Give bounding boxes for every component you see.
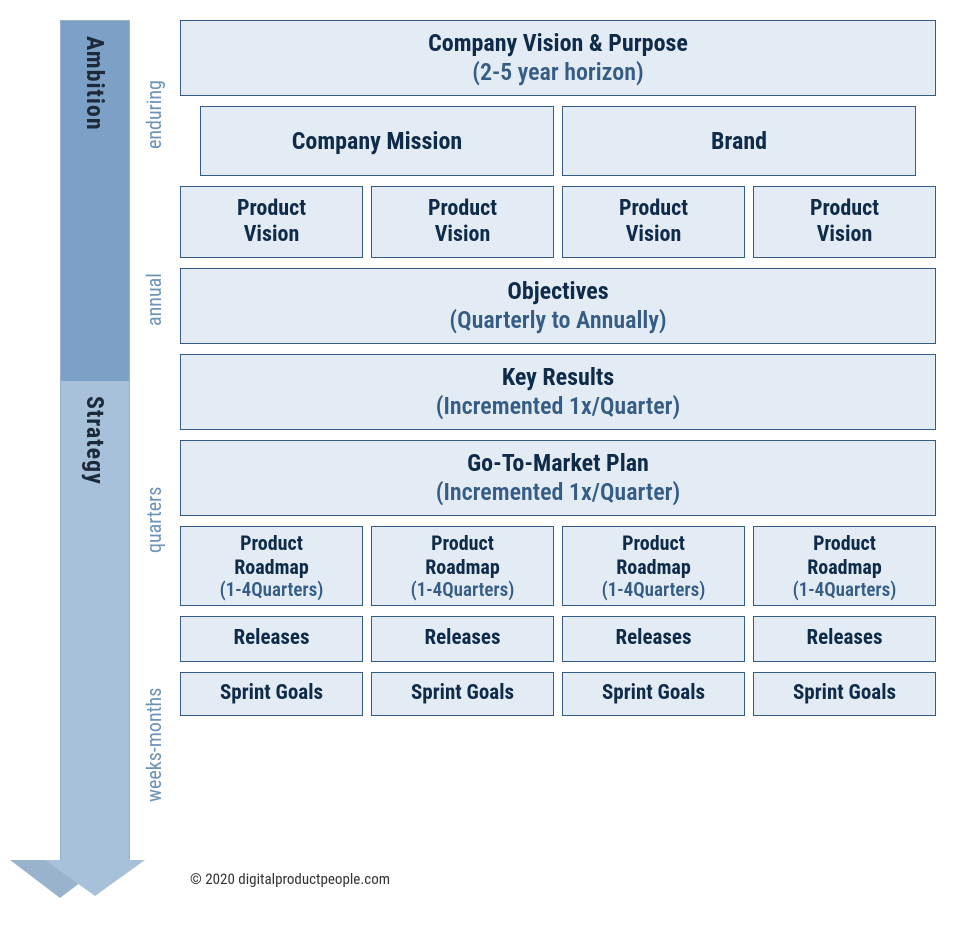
box-releases: Releases [371, 616, 554, 662]
box-product-vision: ProductVision [753, 186, 936, 258]
time-label: weeks-months [142, 645, 166, 845]
box-product-roadmap: ProductRoadmap(1-4Quarters) [180, 526, 363, 606]
box-gtm-plan: Go-To-Market Plan (Incremented 1x/Quarte… [180, 440, 936, 516]
box-releases: Releases [180, 616, 363, 662]
box-releases: Releases [753, 616, 936, 662]
box-product-vision: ProductVision [562, 186, 745, 258]
arrow-label-ambition: Ambition [81, 36, 109, 131]
strategy-grid: Company Vision & Purpose (2-5 year horiz… [180, 20, 936, 716]
time-label: quarters [142, 440, 166, 600]
box-product-roadmap: ProductRoadmap(1-4Quarters) [753, 526, 936, 606]
box-product-roadmap: ProductRoadmap(1-4Quarters) [371, 526, 554, 606]
box-sprint-goals: Sprint Goals [371, 672, 554, 716]
arrow-label-strategy: Strategy [81, 396, 109, 485]
box-sprint-goals: Sprint Goals [562, 672, 745, 716]
box-product-vision: ProductVision [371, 186, 554, 258]
box-product-vision: ProductVision [180, 186, 363, 258]
box-sprint-goals: Sprint Goals [180, 672, 363, 716]
box-brand: Brand [562, 106, 916, 176]
box-releases: Releases [562, 616, 745, 662]
timeline-arrow: Ambition Strategy [60, 20, 130, 900]
box-company-vision: Company Vision & Purpose (2-5 year horiz… [180, 20, 936, 96]
box-objectives: Objectives (Quarterly to Annually) [180, 268, 936, 344]
box-product-roadmap: ProductRoadmap(1-4Quarters) [562, 526, 745, 606]
time-label: enduring [142, 40, 166, 190]
box-sprint-goals: Sprint Goals [753, 672, 936, 716]
time-label: annual [142, 225, 166, 375]
box-key-results: Key Results (Incremented 1x/Quarter) [180, 354, 936, 430]
copyright-text: © 2020 digitalproductpeople.com [190, 870, 390, 888]
box-company-mission: Company Mission [200, 106, 554, 176]
